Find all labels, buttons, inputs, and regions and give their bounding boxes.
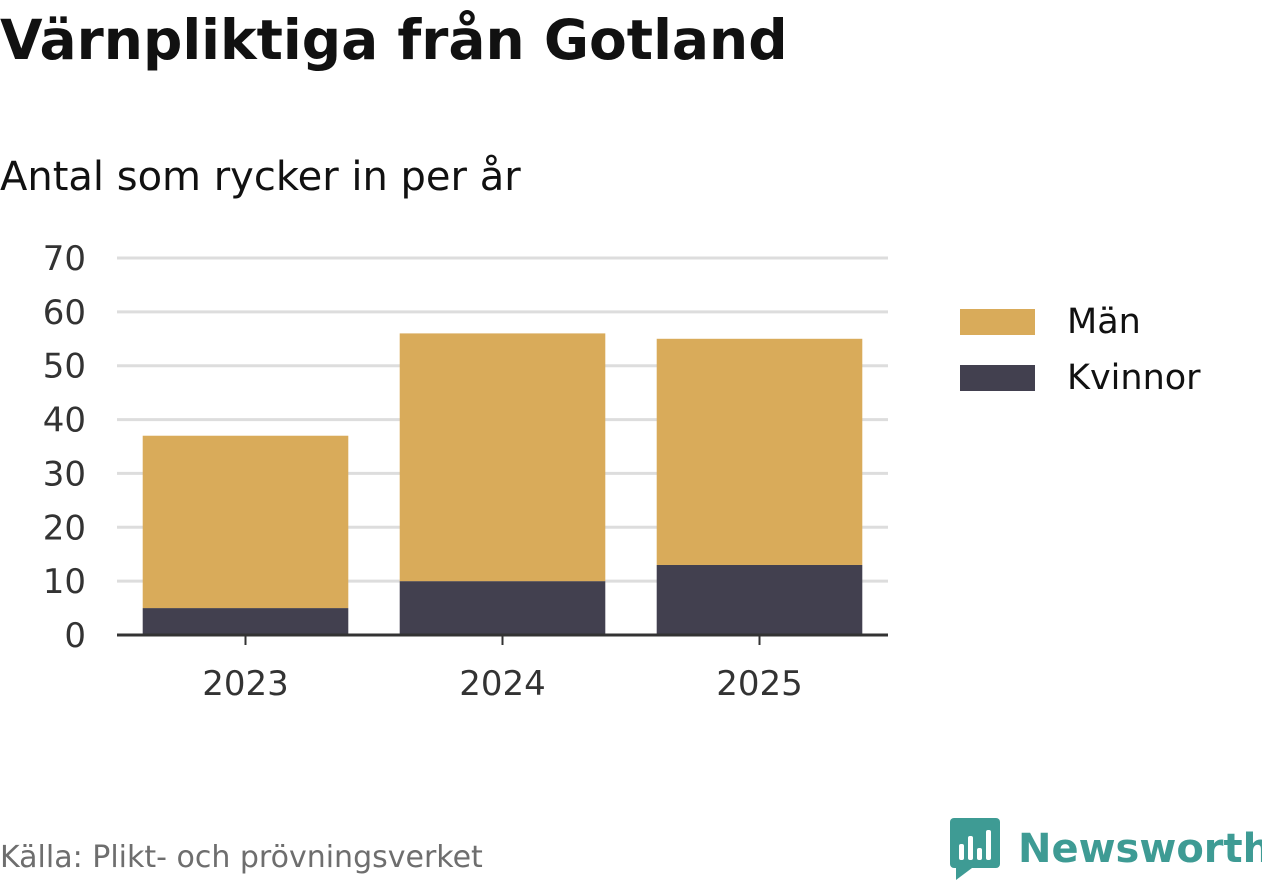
- brand-name: Newsworthy: [1018, 826, 1262, 872]
- bar-kvinnor-2023: [142, 608, 349, 635]
- bar-kvinnor-2024: [399, 581, 606, 635]
- legend-item-kvinnor: Kvinnor: [960, 350, 1201, 406]
- bar-kvinnor-2025: [656, 564, 863, 635]
- chart-subtitle: Antal som rycker in per år: [0, 154, 521, 200]
- bar-m-n-2025: [656, 338, 863, 565]
- y-tick-label-30: 30: [43, 454, 86, 494]
- y-tick-label-10: 10: [43, 562, 86, 602]
- y-tick-label-40: 40: [43, 401, 86, 441]
- brand: Newsworthy: [950, 818, 1262, 880]
- newsworthy-logo-icon: [950, 818, 1000, 880]
- x-tick-label-2024: 2024: [459, 664, 546, 704]
- x-axis-ticks: 2023 2024 2025: [202, 635, 803, 704]
- x-tick-label-2025: 2025: [716, 664, 803, 704]
- y-tick-label-50: 50: [43, 347, 86, 387]
- y-tick-label-20: 20: [43, 508, 86, 548]
- y-axis-ticks: 0 10 20 30 40 50 60 70: [43, 239, 86, 656]
- bar-m-n-2024: [399, 333, 606, 582]
- source-note: Källa: Plikt- och prövningsverket: [0, 840, 483, 875]
- y-tick-label-60: 60: [43, 293, 86, 333]
- legend-swatch-man: [960, 309, 1035, 335]
- legend: Män Kvinnor: [960, 294, 1201, 406]
- bar-m-n-2023: [142, 435, 349, 609]
- x-tick-label-2023: 2023: [202, 664, 289, 704]
- legend-label-kvinnor: Kvinnor: [1067, 358, 1201, 398]
- y-tick-label-70: 70: [43, 239, 86, 279]
- y-tick-label-0: 0: [64, 616, 86, 656]
- bars: [142, 333, 863, 635]
- legend-item-man: Män: [960, 294, 1201, 350]
- legend-swatch-kvinnor: [960, 365, 1035, 391]
- legend-label-man: Män: [1067, 302, 1141, 342]
- chart-title: Värnpliktiga från Gotland: [0, 8, 788, 72]
